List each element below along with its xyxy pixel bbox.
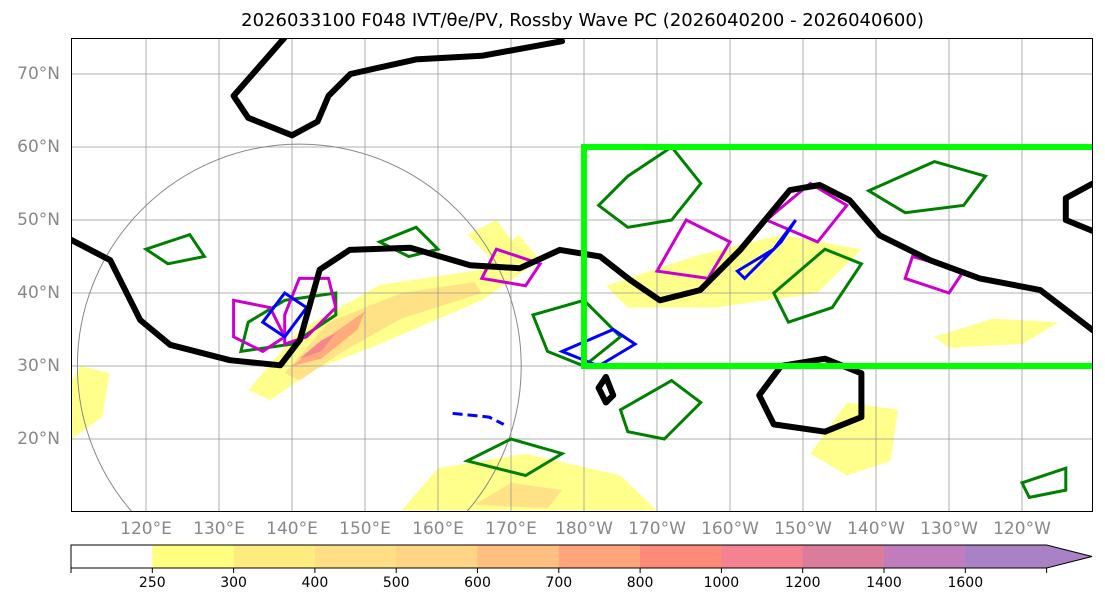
lon-tick-label: 170°E xyxy=(485,519,537,539)
ivt-shade-region xyxy=(401,453,657,511)
theta-e-contour xyxy=(596,144,703,229)
map-frame xyxy=(71,38,1093,512)
theta-e-contour xyxy=(618,378,704,441)
lon-tick-label: 150°E xyxy=(339,519,391,539)
ivt-shade-region xyxy=(299,333,336,359)
colorbar-tick-label: 1000 xyxy=(703,575,740,591)
theta-e-contour xyxy=(865,160,989,215)
magenta-contour xyxy=(654,218,733,281)
lat-tick-label: 60°N xyxy=(17,137,60,157)
ivt-shade-region xyxy=(605,234,862,308)
colorbar-segment xyxy=(802,545,885,568)
pv-contour xyxy=(595,373,617,406)
theta-e-contour xyxy=(771,247,864,325)
colorbar-tick-label: 500 xyxy=(382,575,410,591)
target-box-rect xyxy=(581,144,1093,369)
pv-contour xyxy=(756,355,865,435)
colorbar-segment xyxy=(152,545,235,568)
lat-tick-label: 20°N xyxy=(17,429,60,449)
colorbar-tick-label: 1200 xyxy=(784,575,821,591)
colorbar-tick-label: 1600 xyxy=(947,575,984,591)
magenta-contour xyxy=(232,298,287,354)
colorbar-segment xyxy=(396,545,478,568)
colorbar-segment xyxy=(314,545,397,568)
theta-e-contour xyxy=(142,232,207,266)
colorbar-tick-label: 800 xyxy=(626,575,654,591)
map-title: 2026033100 F048 IVT/θe/PV, Rossby Wave P… xyxy=(241,10,924,31)
colorbar xyxy=(70,544,1093,573)
colorbar-tick-label: 600 xyxy=(464,575,491,591)
lon-tick-label: 140°E xyxy=(266,519,318,539)
ivt-shade-region xyxy=(474,482,563,509)
theta-e-contours xyxy=(142,144,1068,500)
ivt-shade-region xyxy=(284,282,482,381)
colorbar-tick-label: 700 xyxy=(545,575,573,591)
weather-map xyxy=(71,38,1093,512)
lon-tick-label: 170°W xyxy=(628,519,686,539)
pv-contour xyxy=(230,38,566,139)
pv-contour xyxy=(1062,180,1093,234)
colorbar-tick-label: 1400 xyxy=(866,575,902,591)
lon-tick-label: 140°W xyxy=(847,519,905,539)
lon-tick-label: 130°E xyxy=(193,519,245,539)
lat-tick-label: 70°N xyxy=(17,64,60,84)
lon-tick-label: 180°W xyxy=(555,519,613,539)
lat-tick-label: 50°N xyxy=(17,210,60,230)
colorbar-segment xyxy=(477,545,560,568)
colorbar-segment xyxy=(233,545,316,568)
theta-e-contour xyxy=(462,437,566,478)
colorbar-tick-label: 300 xyxy=(220,575,247,591)
colorbar-extend-arrow xyxy=(965,545,1092,568)
target-box xyxy=(581,144,1093,369)
lon-tick-label: 120°E xyxy=(120,519,172,539)
lon-tick-label: 160°E xyxy=(412,519,464,539)
colorbar-segment xyxy=(71,545,153,568)
lon-tick-label: 130°W xyxy=(920,519,978,539)
lat-tick-label: 40°N xyxy=(17,283,60,303)
colorbar-outline xyxy=(70,544,1093,569)
theta-e-contour xyxy=(238,291,338,354)
lat-tick-label: 30°N xyxy=(17,356,60,376)
theta-e-contour xyxy=(530,298,623,368)
colorbar-segment xyxy=(640,545,722,568)
magenta-contour xyxy=(283,276,338,347)
theta-e-contour xyxy=(375,225,441,259)
lon-tick-label: 150°W xyxy=(774,519,832,539)
colorbar-tick-label: 400 xyxy=(301,575,329,591)
blue-contour xyxy=(734,219,797,281)
pv-contour xyxy=(71,182,1093,369)
lon-tick-label: 120°W xyxy=(993,519,1051,539)
lon-tick-label: 160°W xyxy=(701,519,759,539)
ivt-shade-region xyxy=(934,318,1059,348)
blue-contour xyxy=(452,411,505,426)
range-circle xyxy=(76,143,522,512)
ivt-shade-region xyxy=(71,366,110,439)
magenta-contour xyxy=(763,181,850,244)
colorbar-segment xyxy=(558,545,641,568)
theta-e-contour xyxy=(1019,466,1068,500)
colorbar-segment xyxy=(884,545,966,568)
colorbar-segment xyxy=(721,545,804,568)
colorbar-tick-label: 250 xyxy=(138,575,166,591)
